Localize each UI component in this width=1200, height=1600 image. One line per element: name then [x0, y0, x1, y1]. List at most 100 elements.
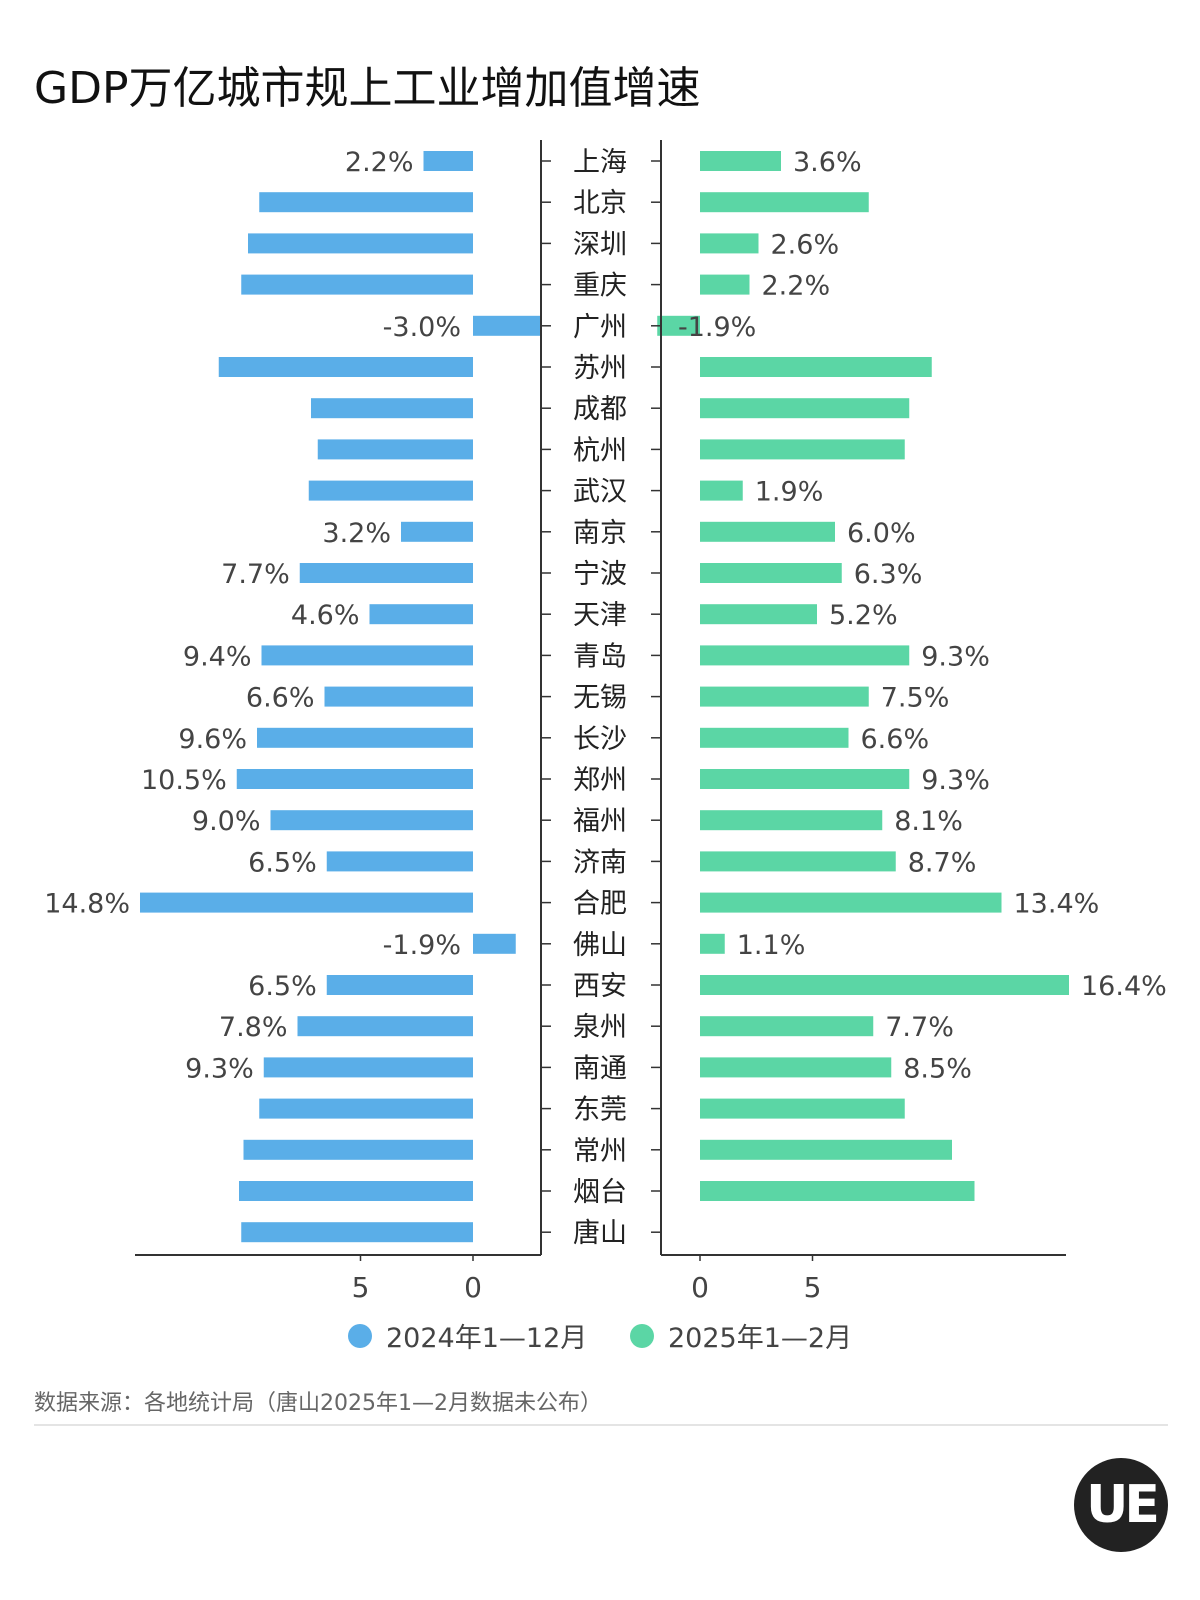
bar-2024 [248, 233, 473, 254]
category-label: 长沙 [573, 724, 627, 755]
bar-2024 [243, 1139, 473, 1160]
category-label: 北京 [573, 188, 627, 219]
bar-2024 [241, 1222, 473, 1243]
bar-2025 [700, 1098, 905, 1119]
bar-2025 [700, 1181, 975, 1201]
category-label: 天津 [573, 600, 627, 631]
bar-2025 [700, 604, 817, 625]
value-label-2025: 7.5% [881, 683, 950, 714]
category-label: 深圳 [573, 229, 627, 260]
right-x-tick-label: 5 [804, 1271, 822, 1300]
bar-2024 [369, 604, 473, 625]
bar-2025 [700, 892, 1002, 913]
category-label: 唐山 [573, 1218, 627, 1249]
value-label-2025: 9.3% [921, 641, 990, 672]
bar-2025 [700, 975, 1069, 995]
value-label-2024: 6.5% [248, 971, 317, 1002]
value-label-2025: 16.4% [1081, 971, 1167, 1002]
category-label: 武汉 [573, 477, 627, 508]
legend-label-2025: 2025年1—2月 [668, 1323, 853, 1354]
bar-2024 [299, 563, 473, 583]
value-labels: 2.2% 3.6% 2.6% 2.2% -3.0% -1.9% 1.9% 3.2% 6.0% 7.… [44, 147, 1167, 1084]
value-label-2024: 14.8% [44, 889, 130, 920]
axes: 5 0 0 5 [135, 140, 1066, 1300]
value-label-2025: 1.9% [755, 477, 824, 508]
category-label: 福州 [573, 806, 627, 837]
bar-2024 [241, 274, 473, 295]
bar-2025 [700, 192, 869, 213]
legend-item-2025: 2025年1—2月 [630, 1316, 852, 1355]
bar-2025 [700, 933, 725, 954]
category-label: 广州 [573, 312, 627, 343]
legend-dot-2024 [348, 1323, 372, 1348]
value-label-2025: 6.6% [861, 724, 930, 755]
value-label-2024: -3.0% [383, 312, 461, 343]
bar-2025 [700, 851, 896, 872]
bar-2025 [700, 1139, 952, 1160]
bar-2024 [326, 851, 473, 872]
category-label: 泉州 [573, 1012, 627, 1043]
bottom-divider [34, 1424, 1168, 1426]
category-labels: 上海北京深圳重庆广州苏州成都杭州武汉南京宁波天津青岛无锡长沙郑州福州济南合肥佛山… [573, 147, 627, 1249]
bar-2024 [317, 439, 473, 460]
value-label-2024: 6.5% [248, 847, 317, 878]
value-label-2025: 9.3% [921, 765, 990, 796]
category-label: 西安 [573, 971, 627, 1002]
bar-2025 [700, 1057, 892, 1078]
brand-logo: UE [1074, 1458, 1168, 1552]
bar-2024 [261, 645, 473, 666]
value-label-2024: 6.6% [246, 683, 315, 714]
bar-2025 [700, 810, 883, 831]
value-label-2025: 3.6% [793, 147, 862, 178]
bar-2024 [257, 727, 473, 748]
right-x-tick-label: 0 [691, 1271, 709, 1300]
category-label: 杭州 [573, 435, 627, 466]
left-x-tick-label: 5 [352, 1271, 370, 1300]
series-2025-bars [657, 151, 1069, 1201]
value-label-2024: 10.5% [141, 765, 227, 796]
value-label-2025: 1.1% [737, 930, 806, 961]
bar-2025 [700, 521, 835, 542]
bar-2025 [700, 151, 781, 171]
butterfly-bar-chart: 5 0 0 5 上海北京深圳重庆广州苏州成都杭州武汉南京宁波天津青岛无锡长沙郑州福州济… [44, 140, 1167, 1300]
bar-2024 [297, 1016, 473, 1037]
value-label-2025: 6.0% [847, 518, 916, 549]
category-label: 重庆 [573, 271, 627, 302]
bar-2024 [473, 933, 516, 954]
bar-2024 [236, 769, 473, 789]
value-label-2024: 7.7% [221, 559, 290, 590]
left-x-tick-label: 0 [464, 1271, 482, 1300]
bar-2024 [401, 521, 473, 542]
bar-2024 [423, 151, 473, 171]
source-note: 数据来源：各地统计局（唐山2025年1—2月数据未公布） [34, 1391, 602, 1416]
category-label: 郑州 [573, 765, 627, 796]
value-label-2025: 5.2% [829, 600, 898, 631]
value-label-2024: 2.2% [345, 147, 414, 178]
bar-2024 [308, 480, 473, 501]
value-label-2024: 9.6% [178, 724, 247, 755]
value-label-2025: 8.1% [894, 806, 963, 837]
category-label: 无锡 [573, 683, 627, 714]
legend-item-2024: 2024年1—12月 [348, 1316, 587, 1355]
category-label: 常州 [573, 1136, 627, 1167]
bar-2025 [700, 686, 869, 707]
value-label-2024: 9.3% [185, 1053, 254, 1084]
bar-2024 [270, 810, 473, 831]
value-label-2025: 2.6% [771, 229, 840, 260]
bar-2025 [700, 563, 842, 583]
bar-2025 [700, 769, 910, 789]
category-label: 济南 [573, 847, 627, 878]
bar-2024 [140, 892, 473, 913]
category-label: 上海 [573, 147, 627, 178]
series-2024-bars [140, 151, 541, 1243]
bar-2025 [700, 233, 759, 254]
value-label-2024: 7.8% [219, 1012, 288, 1043]
bar-2025 [657, 315, 700, 336]
bar-2024 [326, 975, 473, 995]
bar-2024 [259, 1098, 473, 1119]
category-label: 佛山 [573, 930, 627, 961]
bar-2024 [259, 192, 473, 213]
value-label-2025: -1.9% [678, 312, 756, 343]
bar-2025 [700, 480, 743, 501]
value-label-2025: 6.3% [854, 559, 923, 590]
